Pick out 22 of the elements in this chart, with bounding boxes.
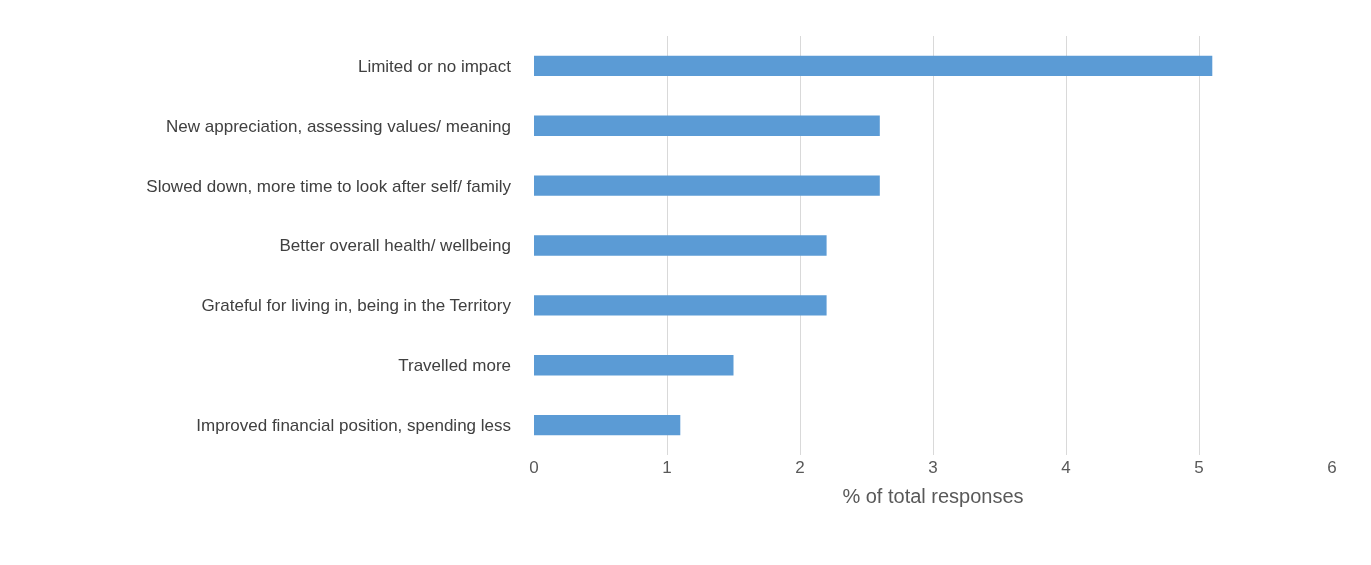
x-tick-label: 2 — [795, 458, 805, 477]
x-tick-label: 1 — [662, 458, 672, 477]
x-axis-title: % of total responses — [842, 484, 1024, 507]
x-tick-label: 4 — [1061, 458, 1071, 477]
y-tick-label: Slowed down, more time to look after self/ family — [146, 176, 512, 196]
bar — [534, 55, 1213, 77]
x-tick-label: 5 — [1194, 458, 1204, 477]
y-tick-label: New appreciation, assessing values/ meaning — [166, 116, 511, 136]
x-tick-label: 6 — [1327, 458, 1337, 477]
x-tick-label: 3 — [928, 458, 938, 477]
y-tick-label: Improved financial position, spending less — [196, 416, 511, 436]
y-tick-label: Travelled more — [398, 356, 511, 376]
bar — [534, 295, 827, 316]
bar — [534, 175, 880, 196]
y-tick-label: Grateful for living in, being in the Territory — [201, 296, 512, 316]
y-tick-label: Limited or no impact — [357, 56, 512, 76]
y-tick-label: Better overall health/ wellbeing — [279, 236, 511, 256]
bar — [534, 355, 734, 376]
bar — [534, 235, 827, 256]
bar — [534, 414, 681, 436]
x-tick-label: 0 — [529, 458, 539, 477]
bar — [534, 115, 880, 136]
